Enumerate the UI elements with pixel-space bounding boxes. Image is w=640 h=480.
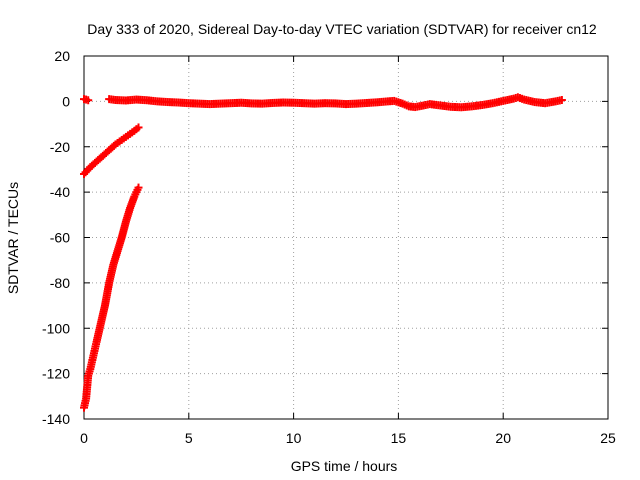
data-point — [134, 183, 143, 192]
x-tick-label: 25 — [600, 430, 616, 446]
chart-title: Day 333 of 2020, Sidereal Day-to-day VTE… — [87, 21, 597, 37]
x-tick-label: 10 — [286, 430, 302, 446]
data-point — [84, 96, 93, 105]
y-tick-label: -60 — [50, 230, 70, 246]
y-tick-label: -100 — [42, 320, 70, 336]
grid-lines — [84, 56, 608, 419]
y-tick-label: -120 — [42, 366, 70, 382]
y-tick-labels: 20 0 -20 -40 -60 -80 -100 -120 -140 — [42, 48, 70, 427]
plot-frame — [83, 55, 609, 420]
y-tick-label: -80 — [50, 275, 70, 291]
x-tick-label: 5 — [185, 430, 193, 446]
x-tick-label: 15 — [391, 430, 407, 446]
data-points — [80, 93, 566, 412]
x-axis-label: GPS time / hours — [291, 458, 398, 474]
x-tick-label: 0 — [80, 430, 88, 446]
x-tick-labels: 0 5 10 15 20 25 — [80, 430, 616, 446]
x-tick-label: 20 — [495, 430, 511, 446]
data-point — [134, 123, 143, 132]
y-tick-label: -140 — [42, 411, 70, 427]
y-axis-label: SDTVAR / TECUs — [5, 182, 21, 294]
y-tick-label: -20 — [50, 139, 70, 155]
y-tick-label: 0 — [62, 93, 70, 109]
y-tick-label: -40 — [50, 184, 70, 200]
axis-ticks — [83, 55, 609, 420]
data-point — [557, 96, 566, 105]
y-tick-label: 20 — [54, 48, 70, 64]
